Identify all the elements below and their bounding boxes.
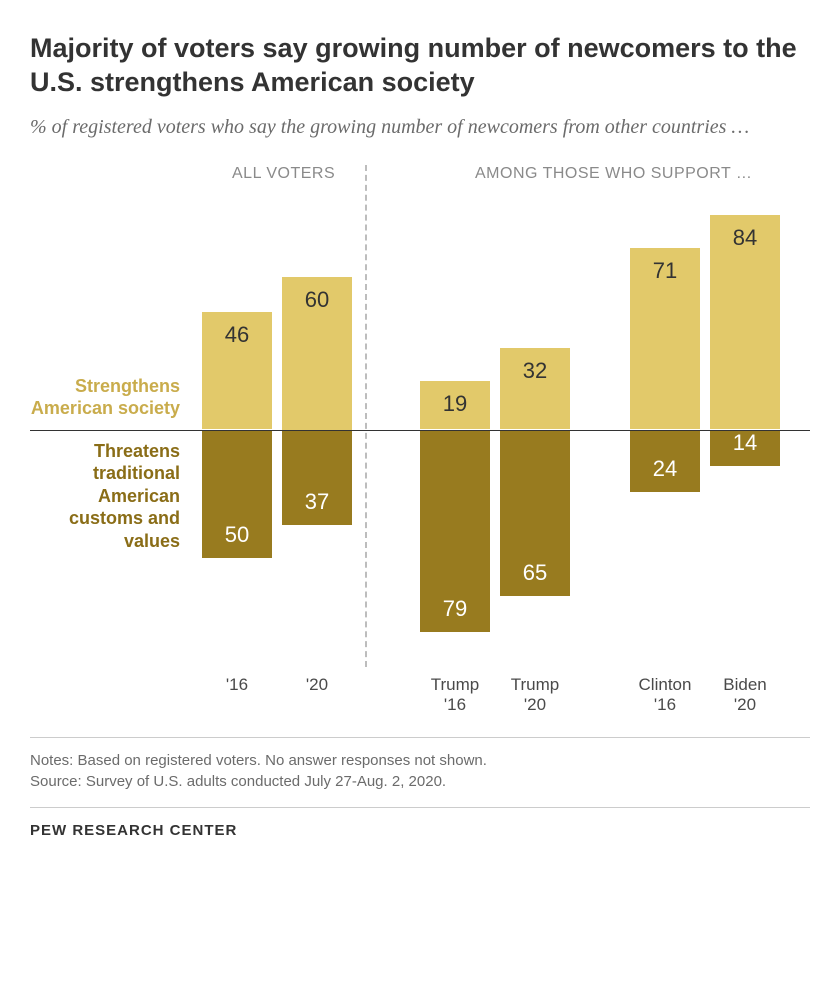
x-tick-label: Trump'16 — [415, 675, 495, 716]
bar-strengthens: 60 — [282, 277, 352, 430]
bar-value: 71 — [630, 258, 700, 284]
chart-title: Majority of voters say growing number of… — [30, 32, 810, 100]
bar-strengthens: 46 — [202, 312, 272, 429]
bar-strengthens: 71 — [630, 248, 700, 429]
category-label-threatens: Threatens traditional American customs a… — [30, 440, 180, 553]
panel-label-all-voters: ALL VOTERS — [232, 165, 335, 183]
bar-value: 84 — [710, 225, 780, 251]
bar-value: 60 — [282, 287, 352, 313]
bar-value: 50 — [202, 522, 272, 548]
bar-strengthens: 19 — [420, 381, 490, 429]
bar-threatens: 37 — [282, 431, 352, 525]
bar-value: 19 — [420, 391, 490, 417]
bar-threatens: 24 — [630, 431, 700, 492]
bar-value: 37 — [282, 489, 352, 515]
chart-area: ALL VOTERS AMONG THOSE WHO SUPPORT … Stren… — [30, 165, 810, 725]
x-tick-label: Biden'20 — [705, 675, 785, 716]
source-line: Source: Survey of U.S. adults conducted … — [30, 771, 810, 793]
bar-value: 32 — [500, 358, 570, 384]
panel-label-support: AMONG THOSE WHO SUPPORT … — [475, 165, 752, 183]
bar-value: 14 — [710, 430, 780, 456]
attribution: PEW RESEARCH CENTER — [30, 807, 810, 839]
bar-value: 79 — [420, 596, 490, 622]
bar-strengthens: 84 — [710, 215, 780, 429]
bar-value: 46 — [202, 322, 272, 348]
chart-subtitle: % of registered voters who say the growi… — [30, 114, 810, 141]
bar-value: 65 — [500, 560, 570, 586]
panel-divider — [365, 165, 367, 667]
bar-threatens: 14 — [710, 431, 780, 467]
bar-value: 24 — [630, 456, 700, 482]
category-label-strengthens: Strengthens American society — [30, 375, 180, 420]
notes-line: Notes: Based on registered voters. No an… — [30, 750, 810, 772]
x-tick-label: Trump'20 — [495, 675, 575, 716]
x-tick-label: '20 — [277, 675, 357, 695]
bar-threatens: 65 — [500, 431, 570, 597]
bar-strengthens: 32 — [500, 348, 570, 430]
x-tick-label: Clinton'16 — [625, 675, 705, 716]
x-tick-label: '16 — [197, 675, 277, 695]
bar-threatens: 79 — [420, 431, 490, 632]
chart-notes: Notes: Based on registered voters. No an… — [30, 737, 810, 794]
bar-threatens: 50 — [202, 431, 272, 559]
